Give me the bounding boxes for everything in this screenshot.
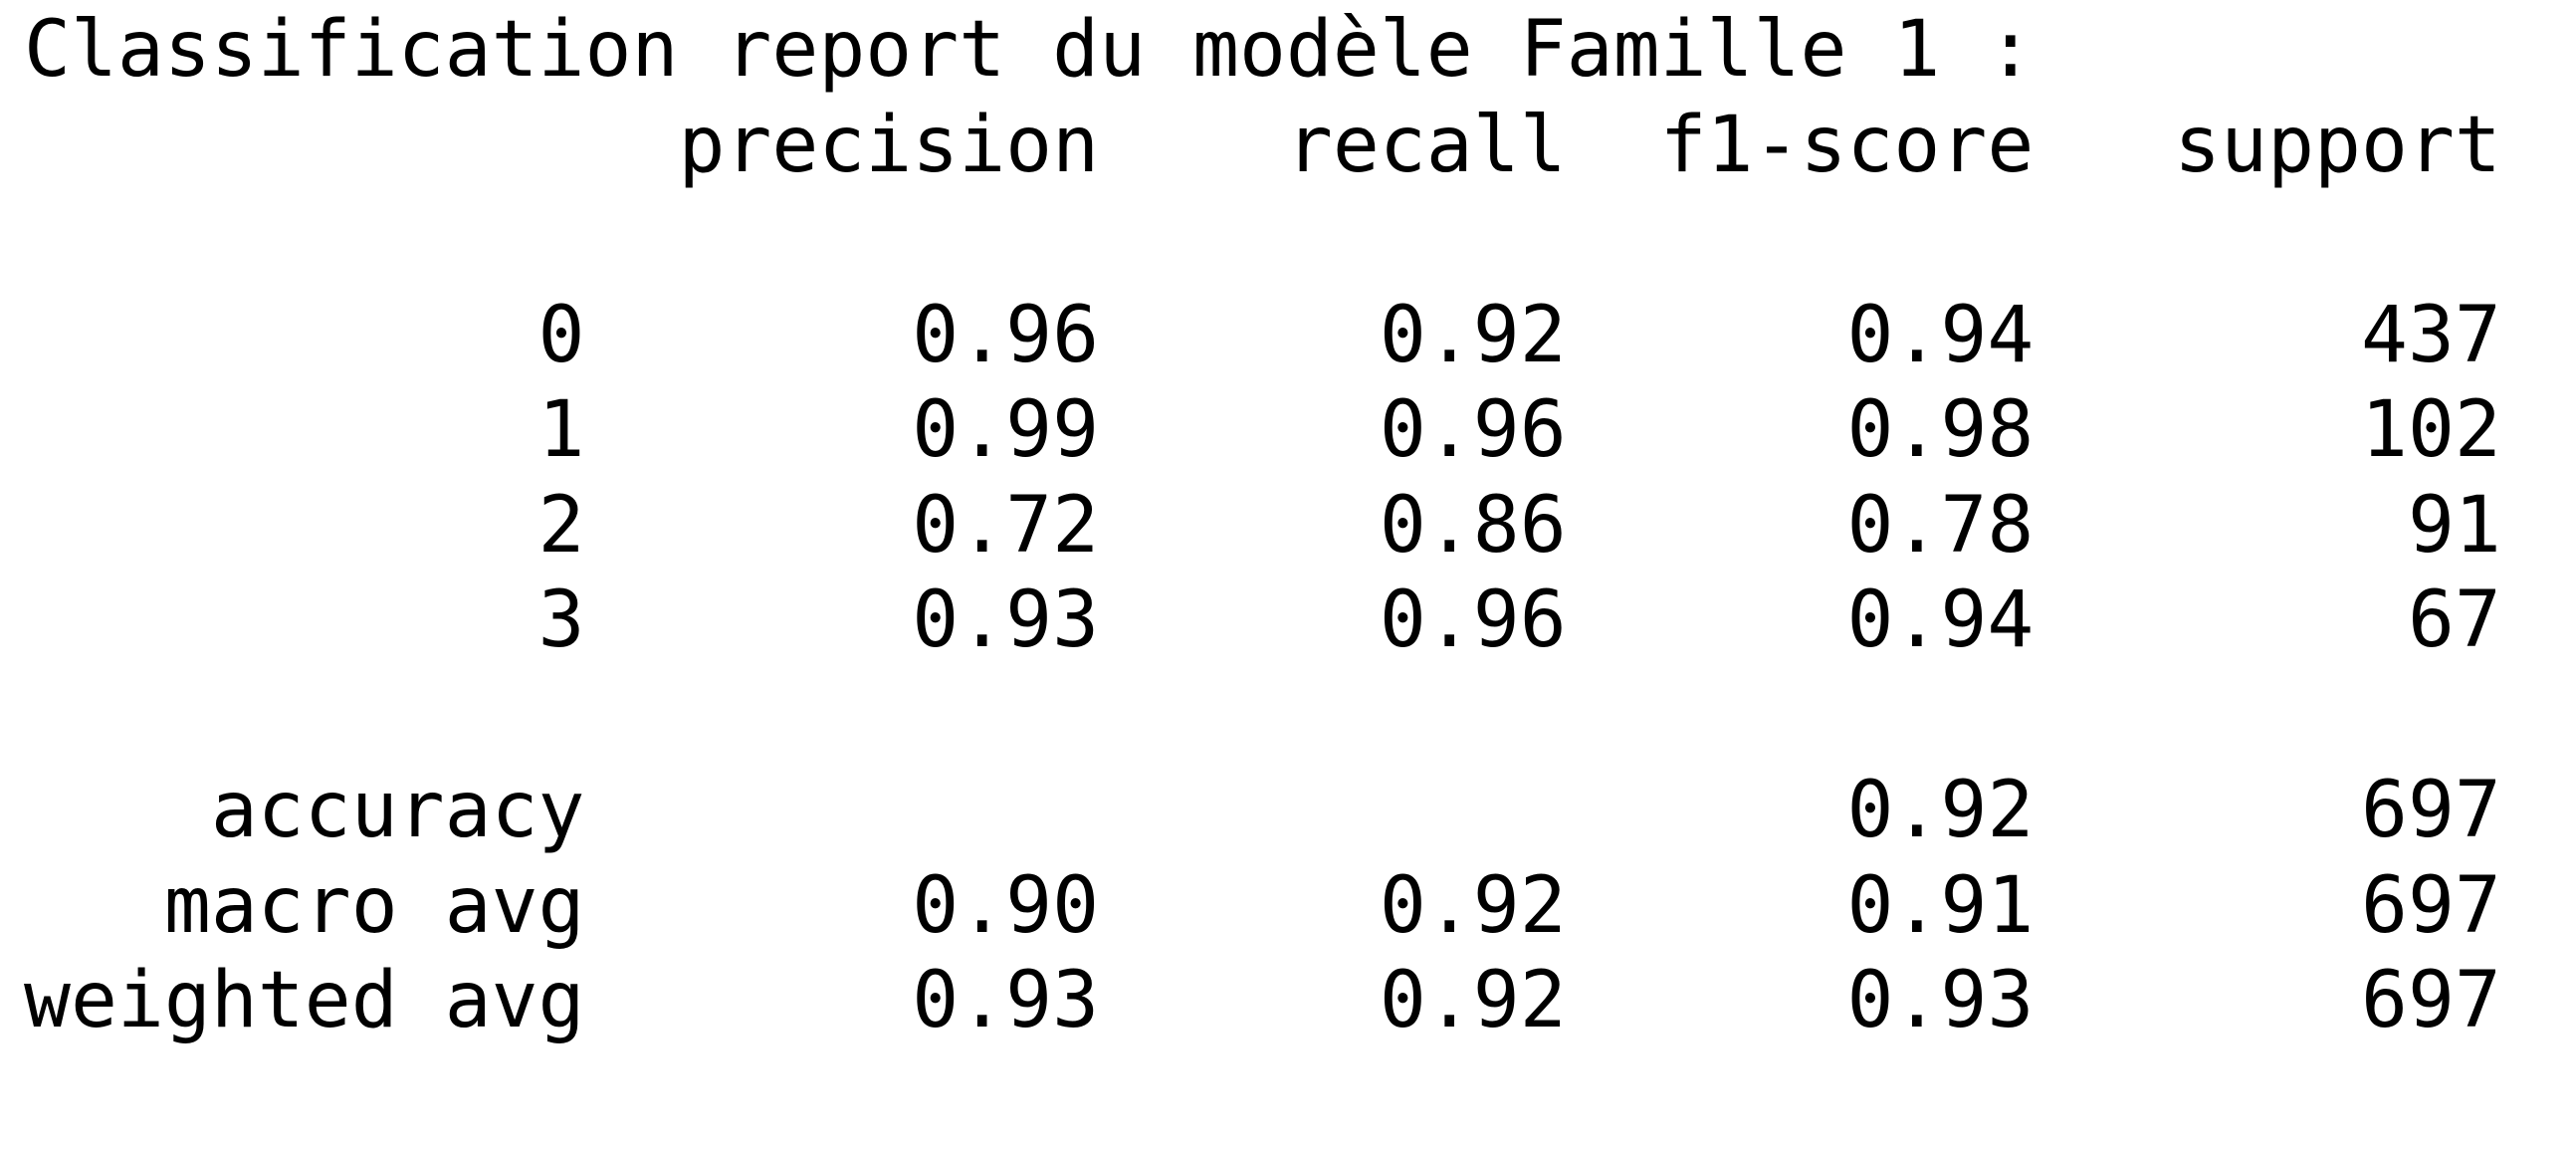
report-table: precision recall f1-score support 0 0.96… [24, 101, 2501, 1046]
report-output: Classification report du modèle Famille … [24, 3, 2501, 1049]
report-title: Classification report du modèle Famille … [24, 5, 2034, 95]
